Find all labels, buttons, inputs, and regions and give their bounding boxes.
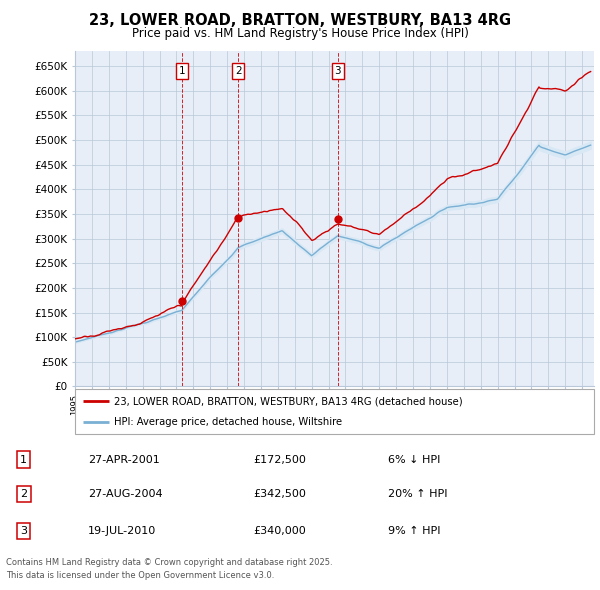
Text: 23, LOWER ROAD, BRATTON, WESTBURY, BA13 4RG (detached house): 23, LOWER ROAD, BRATTON, WESTBURY, BA13 … bbox=[114, 396, 463, 407]
Text: 9% ↑ HPI: 9% ↑ HPI bbox=[388, 526, 440, 536]
Text: 2: 2 bbox=[235, 66, 241, 76]
Text: 27-AUG-2004: 27-AUG-2004 bbox=[88, 489, 163, 499]
FancyBboxPatch shape bbox=[75, 389, 594, 434]
Text: 3: 3 bbox=[334, 66, 341, 76]
Text: Contains HM Land Registry data © Crown copyright and database right 2025.: Contains HM Land Registry data © Crown c… bbox=[6, 558, 332, 566]
Text: This data is licensed under the Open Government Licence v3.0.: This data is licensed under the Open Gov… bbox=[6, 571, 274, 579]
Text: 3: 3 bbox=[20, 526, 27, 536]
Text: 1: 1 bbox=[179, 66, 185, 76]
Text: 1: 1 bbox=[20, 455, 27, 464]
Text: 20% ↑ HPI: 20% ↑ HPI bbox=[388, 489, 448, 499]
Text: £172,500: £172,500 bbox=[253, 455, 306, 464]
Text: HPI: Average price, detached house, Wiltshire: HPI: Average price, detached house, Wilt… bbox=[114, 417, 342, 427]
Text: 19-JUL-2010: 19-JUL-2010 bbox=[88, 526, 157, 536]
Text: 2: 2 bbox=[20, 489, 27, 499]
Text: 6% ↓ HPI: 6% ↓ HPI bbox=[388, 455, 440, 464]
Text: 27-APR-2001: 27-APR-2001 bbox=[88, 455, 160, 464]
Text: Price paid vs. HM Land Registry's House Price Index (HPI): Price paid vs. HM Land Registry's House … bbox=[131, 27, 469, 40]
Text: 23, LOWER ROAD, BRATTON, WESTBURY, BA13 4RG: 23, LOWER ROAD, BRATTON, WESTBURY, BA13 … bbox=[89, 13, 511, 28]
Text: £342,500: £342,500 bbox=[253, 489, 306, 499]
Text: £340,000: £340,000 bbox=[253, 526, 306, 536]
